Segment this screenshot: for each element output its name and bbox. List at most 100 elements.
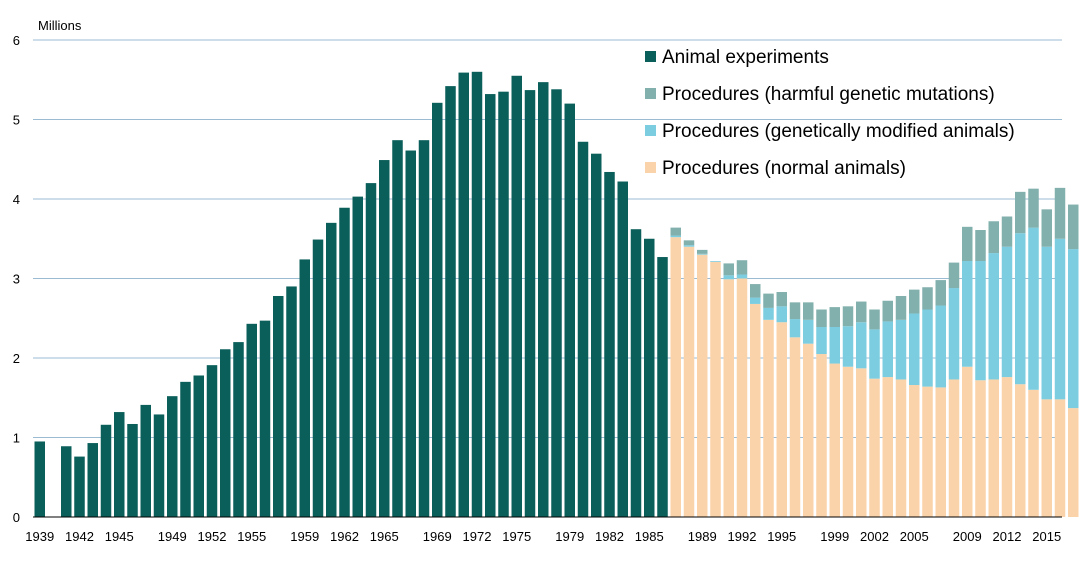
bar-animal-experiments [365, 183, 377, 517]
bar-procedures-gm [1001, 246, 1013, 378]
legend-swatch [645, 162, 656, 173]
bar-procedures-normal [829, 363, 840, 517]
bar-procedures-harmful [789, 302, 801, 320]
bar-procedures-gm [763, 307, 774, 320]
bar-procedures-harmful [856, 301, 867, 323]
x-tick-label: 1989 [688, 529, 717, 544]
bar-procedures-harmful [988, 221, 999, 254]
y-tick-label: 3 [13, 272, 20, 287]
bar-procedures-normal [856, 368, 867, 517]
bar-procedures-harmful [750, 284, 761, 298]
y-tick-label: 4 [13, 192, 20, 207]
x-tick-label: 1985 [635, 529, 664, 544]
bar-procedures-harmful [1041, 209, 1052, 247]
bar-procedures-gm [776, 306, 787, 323]
bar-animal-experiments [273, 295, 284, 517]
bar-animal-experiments [180, 381, 191, 517]
bar-animal-experiments [233, 342, 244, 517]
bar-procedures-normal [789, 337, 801, 517]
bar-procedures-gm [856, 322, 867, 369]
bar-procedures-gm [723, 275, 734, 280]
bar-procedures-normal [909, 385, 920, 517]
bar-procedures-harmful [670, 227, 681, 236]
bar-procedures-harmful [776, 292, 787, 307]
bar-procedures-harmful [1028, 188, 1039, 228]
bar-procedures-harmful [1068, 204, 1079, 250]
bar-procedures-normal [922, 386, 933, 517]
bar-procedures-normal [895, 379, 907, 517]
bar-procedures-harmful [842, 306, 854, 327]
bar-animal-experiments [153, 414, 165, 517]
bar-procedures-gm [829, 326, 840, 364]
x-tick-label: 1972 [463, 529, 492, 544]
bar-procedures-gm [697, 253, 708, 255]
x-tick-label: 1955 [237, 529, 266, 544]
bar-procedures-gm [948, 288, 960, 380]
bar-procedures-normal [948, 379, 960, 517]
bar-animal-experiments [471, 71, 483, 518]
bar-procedures-harmful [1001, 216, 1013, 247]
bar-animal-experiments [617, 181, 628, 517]
bar-procedures-normal [869, 378, 880, 517]
bar-procedures-gm [1054, 238, 1066, 400]
bar-procedures-harmful [962, 226, 973, 262]
bar-procedures-harmful [736, 260, 748, 275]
bar-animal-experiments [392, 140, 403, 518]
bar-procedures-normal [882, 377, 893, 517]
bar-procedures-normal [697, 254, 708, 517]
x-tick-label: 2002 [860, 529, 889, 544]
x-tick-label: 1959 [290, 529, 319, 544]
bar-animal-experiments [140, 404, 151, 517]
legend: Animal experiments Procedures (harmful ge… [645, 47, 1015, 179]
bar-procedures-harmful [869, 309, 880, 330]
bar-procedures-gm [670, 235, 681, 238]
bar-procedures-gm [922, 309, 933, 387]
bar-procedures-harmful [909, 289, 920, 314]
bar-procedures-harmful [723, 263, 734, 276]
y-axis-tick-labels: 0 1 2 3 4 5 6 [13, 33, 20, 525]
x-tick-label: 1945 [105, 529, 134, 544]
bar-procedures-normal [962, 366, 973, 517]
legend-swatch [645, 51, 656, 62]
bar-procedures-gm [882, 321, 893, 378]
bar-procedures-harmful [1015, 191, 1026, 234]
bar-procedures-normal [935, 387, 946, 517]
bar-procedures-gm [816, 326, 827, 355]
x-tick-label: 1969 [423, 529, 452, 544]
bar-animal-experiments [379, 160, 390, 518]
bar-procedures-harmful [697, 249, 708, 254]
bar-procedures-gm [1028, 227, 1039, 390]
x-tick-label: 2015 [1032, 529, 1061, 544]
bar-procedures-normal [1001, 377, 1013, 517]
bar-animal-experiments [577, 141, 589, 517]
x-tick-label: 1949 [158, 529, 187, 544]
bar-animal-experiments [326, 222, 337, 517]
bar-animal-experiments [34, 441, 45, 517]
bar-animal-experiments [167, 396, 178, 517]
x-axis-tick-labels: 1939 1942 1945 1949 1952 1955 1959 1962 1965 1969… [25, 529, 1061, 544]
bar-animal-experiments [206, 365, 218, 517]
bar-procedures-normal [816, 354, 827, 517]
y-tick-label: 6 [13, 33, 20, 48]
bar-procedures-normal [776, 322, 787, 517]
bar-procedures-normal [842, 366, 854, 517]
legend-label: Procedures (normal animals) [662, 158, 906, 179]
bar-procedures-harmful [935, 280, 946, 306]
bar-procedures-harmful [948, 262, 960, 289]
bar-procedures-gm [962, 261, 973, 367]
bar-animal-experiments [644, 238, 655, 517]
bar-animal-experiments [127, 423, 138, 517]
x-tick-label: 1975 [502, 529, 531, 544]
y-tick-label: 1 [13, 431, 20, 446]
bar-procedures-normal [975, 380, 986, 517]
bar-animal-experiments [445, 86, 456, 518]
x-tick-label: 1992 [728, 529, 757, 544]
x-tick-label: 1999 [820, 529, 849, 544]
bar-procedures-normal [683, 246, 695, 517]
bar-animal-experiments [220, 349, 231, 517]
legend-swatch [645, 125, 656, 136]
bar-animal-experiments [246, 323, 257, 517]
bar-procedures-normal [710, 261, 721, 517]
bar-animal-experiments [604, 171, 615, 517]
